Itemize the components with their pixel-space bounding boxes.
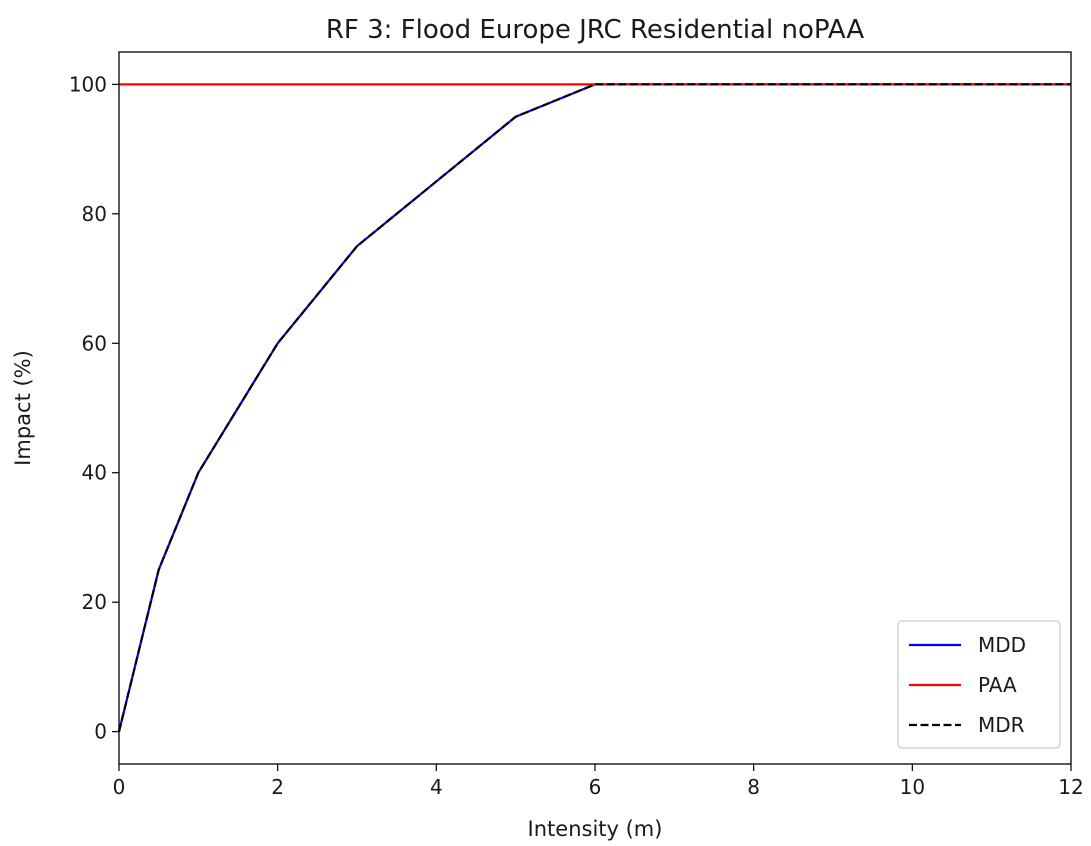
x-tick-label: 0 (113, 775, 126, 799)
x-tick-label: 12 (1058, 775, 1083, 799)
y-tick-label: 60 (82, 331, 107, 355)
x-axis-label: Intensity (m) (528, 817, 663, 841)
series-line-mdr (117, 83, 1071, 732)
legend: MDD PAA MDR (897, 620, 1061, 749)
y-axis: 0 20 40 60 80 100 (69, 72, 119, 744)
legend-label-mdd: MDD (978, 633, 1026, 657)
x-tick-label: 4 (430, 775, 443, 799)
x-tick-label: 6 (589, 775, 602, 799)
x-axis: 0 2 4 6 8 10 12 (113, 764, 1084, 799)
chart-title: RF 3: Flood Europe JRC Residential noPAA (326, 15, 865, 45)
legend-label-paa: PAA (978, 673, 1017, 697)
y-tick-label: 40 (82, 461, 107, 485)
y-axis-label: Impact (%) (11, 350, 35, 466)
y-tick-label: 100 (69, 72, 107, 96)
x-tick-label: 10 (900, 775, 925, 799)
series-lines (117, 83, 1071, 732)
y-tick-label: 80 (82, 202, 107, 226)
x-tick-label: 2 (271, 775, 284, 799)
legend-box (897, 620, 1061, 749)
y-tick-label: 20 (82, 590, 107, 614)
y-tick-label: 0 (94, 720, 107, 744)
legend-label-mdr: MDR (978, 713, 1025, 737)
x-tick-label: 8 (747, 775, 760, 799)
